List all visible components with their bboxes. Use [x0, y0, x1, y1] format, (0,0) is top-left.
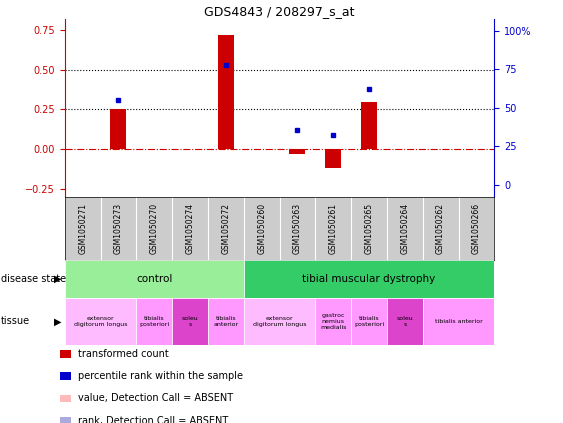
Text: GSM1050266: GSM1050266: [472, 203, 481, 254]
Text: GSM1050273: GSM1050273: [114, 203, 123, 254]
Text: GSM1050262: GSM1050262: [436, 203, 445, 254]
Text: value, Detection Call = ABSENT: value, Detection Call = ABSENT: [78, 393, 233, 404]
Bar: [289, 149, 306, 154]
Text: rank, Detection Call = ABSENT: rank, Detection Call = ABSENT: [78, 416, 228, 423]
Bar: [244, 260, 494, 298]
Bar: [325, 149, 341, 168]
Bar: [315, 298, 351, 345]
Text: GSM1050274: GSM1050274: [186, 203, 195, 254]
Text: disease state: disease state: [1, 274, 66, 284]
Bar: [208, 298, 244, 345]
Text: GSM1050265: GSM1050265: [364, 203, 373, 254]
Text: gastroc
nemius
medialis: gastroc nemius medialis: [320, 313, 346, 330]
Bar: [387, 298, 423, 345]
Bar: [60, 372, 71, 380]
Bar: [60, 417, 71, 423]
Text: soleu
s: soleu s: [182, 316, 198, 327]
Text: GSM1050260: GSM1050260: [257, 203, 266, 254]
Text: percentile rank within the sample: percentile rank within the sample: [78, 371, 243, 381]
Bar: [361, 102, 377, 149]
Bar: [65, 260, 244, 298]
Text: GSM1050263: GSM1050263: [293, 203, 302, 254]
Title: GDS4843 / 208297_s_at: GDS4843 / 208297_s_at: [204, 5, 355, 18]
Text: tissue: tissue: [1, 316, 30, 327]
Text: tibialis
posteriori: tibialis posteriori: [139, 316, 169, 327]
Text: GSM1050264: GSM1050264: [400, 203, 409, 254]
Text: GSM1050261: GSM1050261: [329, 203, 338, 254]
Text: extensor
digitorum longus: extensor digitorum longus: [253, 316, 306, 327]
Text: extensor
digitorum longus: extensor digitorum longus: [74, 316, 127, 327]
Text: GSM1050270: GSM1050270: [150, 203, 159, 254]
Bar: [65, 298, 136, 345]
Bar: [244, 298, 315, 345]
Text: tibialis anterior: tibialis anterior: [435, 319, 482, 324]
Text: tibial muscular dystrophy: tibial muscular dystrophy: [302, 274, 436, 284]
Text: tibialis
anterior: tibialis anterior: [213, 316, 238, 327]
Bar: [60, 395, 71, 402]
Bar: [351, 298, 387, 345]
Bar: [218, 35, 234, 149]
Bar: [172, 298, 208, 345]
Text: tibialis
posteriori: tibialis posteriori: [354, 316, 384, 327]
Text: transformed count: transformed count: [78, 349, 168, 359]
Text: GSM1050271: GSM1050271: [78, 203, 87, 254]
Bar: [110, 110, 127, 149]
Text: ▶: ▶: [55, 274, 62, 284]
Text: ▶: ▶: [55, 316, 62, 327]
Text: control: control: [136, 274, 172, 284]
Text: GSM1050272: GSM1050272: [221, 203, 230, 254]
Bar: [423, 298, 494, 345]
Bar: [60, 350, 71, 358]
Bar: [136, 298, 172, 345]
Text: soleu
s: soleu s: [396, 316, 413, 327]
